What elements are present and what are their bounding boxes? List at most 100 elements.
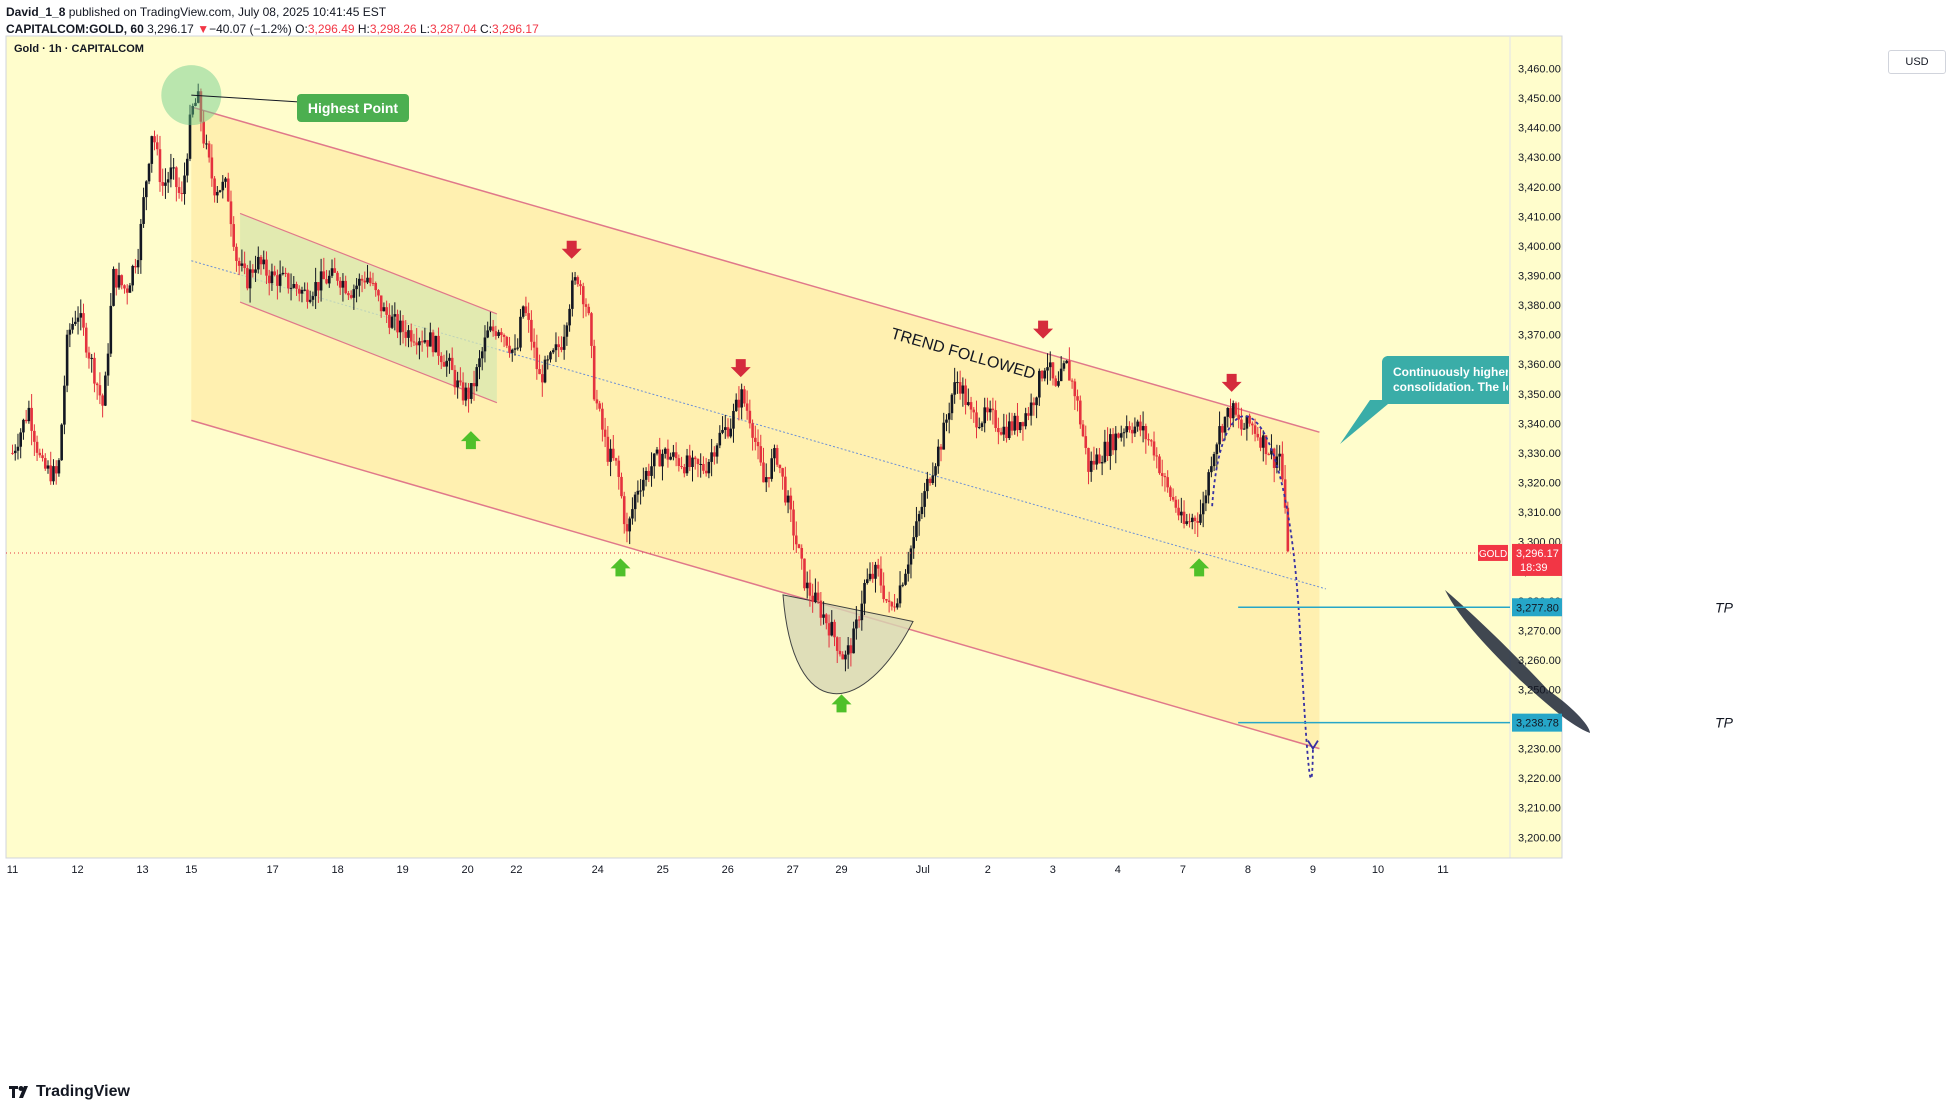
candle-body — [1089, 460, 1093, 472]
candle-body — [620, 476, 623, 497]
candle-body — [98, 385, 102, 396]
candle-body — [297, 288, 301, 294]
price-tick-label: 3,330.00 — [1518, 448, 1561, 460]
last-price-countdown: 18:39 — [1520, 562, 1548, 574]
candle-body — [1119, 433, 1123, 438]
candle-body — [1038, 370, 1041, 398]
candle-body — [1065, 360, 1068, 364]
candle-body — [1024, 413, 1027, 427]
candle-body — [1111, 434, 1115, 451]
candle-body — [1125, 426, 1129, 433]
candle-body — [923, 491, 926, 507]
candle-body — [871, 573, 875, 579]
candle-body — [510, 349, 514, 353]
candle-body — [311, 296, 315, 300]
candle-body — [158, 149, 162, 183]
candle-body — [950, 394, 954, 414]
candle-body — [642, 479, 645, 491]
candle-body — [16, 446, 20, 451]
candle-body — [912, 537, 916, 549]
candle-body — [363, 280, 367, 283]
time-tick-label: 29 — [835, 864, 847, 876]
candle-body — [1275, 456, 1279, 468]
candle-body — [349, 295, 353, 298]
publisher-name[interactable]: David_1_8 — [6, 5, 66, 19]
candle-body — [218, 190, 222, 192]
candle-body — [530, 319, 533, 342]
time-tick-label: 24 — [592, 864, 604, 876]
candle-body — [666, 448, 670, 460]
tradingview-logo-icon[interactable] — [8, 1084, 32, 1100]
candle-body — [573, 277, 577, 281]
candle-body — [292, 284, 296, 288]
candle-body — [46, 465, 50, 469]
candle-body — [590, 313, 593, 346]
candle-body — [1248, 415, 1251, 424]
candle-body — [562, 336, 566, 350]
candle-body — [778, 464, 782, 469]
candle-body — [426, 340, 429, 347]
candle-body — [986, 407, 989, 413]
candle-body — [1188, 521, 1191, 523]
high-label: H: — [357, 22, 370, 36]
candle-body — [1081, 424, 1085, 437]
candle-body — [926, 478, 929, 492]
candle-body — [565, 325, 569, 337]
candle-body — [1190, 517, 1194, 523]
candle-body — [901, 584, 905, 586]
tradingview-brand[interactable]: TradingView — [36, 1083, 130, 1100]
candle-body — [688, 455, 692, 467]
candle-body — [800, 547, 804, 559]
candle-body — [1278, 453, 1281, 457]
candle-body — [887, 600, 891, 603]
candle-body — [404, 331, 408, 338]
candle-body — [844, 654, 847, 660]
candle-body — [904, 573, 907, 585]
candle-body — [76, 317, 80, 322]
candle-body — [74, 321, 77, 324]
candle-body — [1054, 378, 1058, 386]
candle-body — [519, 316, 522, 348]
candle-body — [319, 271, 323, 291]
candle-body — [1272, 448, 1276, 468]
candle-body — [13, 450, 17, 454]
candle-body — [680, 466, 683, 468]
candle-body — [336, 272, 339, 281]
candle-body — [1128, 426, 1131, 430]
candle-body — [661, 453, 664, 467]
candle-body — [1147, 439, 1150, 441]
last-price-tag — [1512, 543, 1562, 576]
candle-body — [601, 408, 604, 430]
candle-body — [1256, 433, 1260, 438]
candle-body — [538, 369, 541, 375]
candle-body — [868, 573, 872, 580]
candle-body — [237, 260, 241, 266]
candle-body — [194, 102, 197, 106]
candle-body — [535, 347, 539, 370]
price-tick-label: 3,440.00 — [1518, 123, 1561, 135]
candle-body — [1092, 460, 1096, 465]
publish-info: David_1_8 published on TradingView.com, … — [6, 5, 386, 19]
tp-axis-tag — [1512, 713, 1562, 732]
candle-body — [1283, 479, 1287, 508]
candle-body — [407, 330, 410, 338]
candle-body — [863, 582, 866, 604]
candle-body — [945, 419, 948, 423]
time-tick-label: Jul — [916, 864, 930, 876]
candle-body — [841, 654, 844, 660]
candle-body — [273, 271, 276, 276]
candle-body — [278, 274, 282, 286]
candle-body — [652, 453, 656, 467]
candle-body — [469, 383, 473, 399]
candle-body — [1229, 408, 1232, 419]
time-tick-label: 13 — [136, 864, 148, 876]
candle-body — [931, 475, 935, 484]
candle-body — [235, 246, 238, 261]
price-tick-label: 3,270.00 — [1518, 625, 1561, 637]
candle-body — [243, 263, 246, 269]
currency-button[interactable]: USD — [1888, 50, 1946, 74]
candle-body — [1199, 514, 1202, 523]
candle-body — [560, 347, 563, 350]
candle-body — [576, 277, 580, 285]
